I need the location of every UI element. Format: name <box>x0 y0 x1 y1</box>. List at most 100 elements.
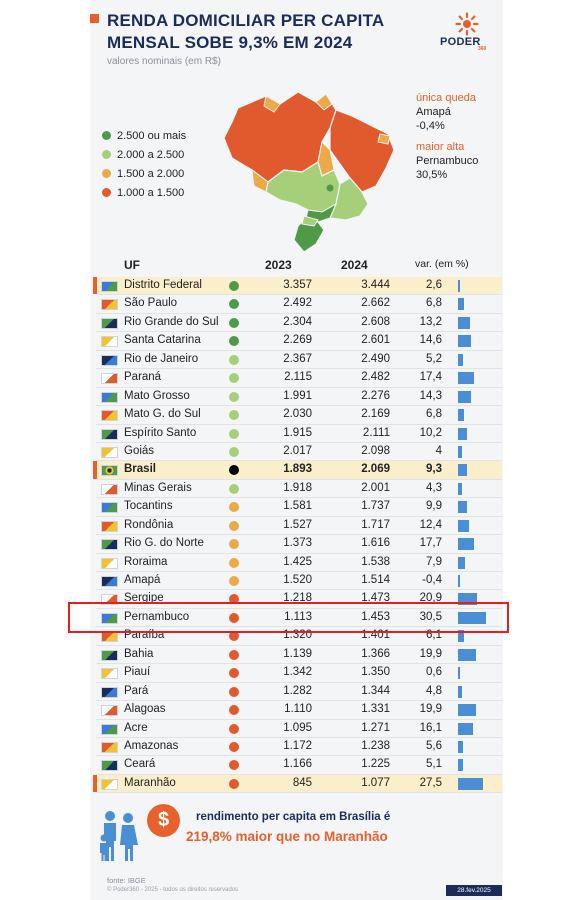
cell-var: 5,1 <box>426 758 442 771</box>
legend-dot <box>102 188 111 197</box>
table-row: Rio Grande do Sul 2.304 2.608 13,2 <box>96 314 502 333</box>
group-dot <box>229 539 239 550</box>
state-flag-icon <box>101 778 118 790</box>
cell-2023: 1.581 <box>283 500 312 513</box>
title-accent <box>90 14 99 23</box>
cell-var: 2,6 <box>426 279 442 291</box>
group-dot <box>229 668 239 679</box>
table-row: Paraná 2.115 2.482 17,4 <box>96 369 502 388</box>
logo-text: PODER <box>440 36 481 48</box>
cell-uf: Brasil <box>124 463 156 476</box>
table-row: Piauí 1.342 1.350 0,6 <box>96 664 502 683</box>
var-bar <box>458 685 463 698</box>
state-flag-icon <box>101 741 118 753</box>
cell-uf: Amapá <box>124 574 161 586</box>
group-dot <box>229 576 239 586</box>
note-alta-state: Pernambuco <box>416 155 479 167</box>
cell-2023: 1.893 <box>283 463 312 476</box>
legend-dot <box>102 169 111 178</box>
state-flag-icon <box>101 576 118 587</box>
page-title: RENDA DOMICILIAR PER CAPITA MENSAL SOBE … <box>107 11 384 52</box>
cell-2023: 2.030 <box>283 408 312 421</box>
var-bar <box>458 777 484 790</box>
cell-2023: 1.342 <box>283 666 312 679</box>
family-icon <box>100 811 138 861</box>
cell-2024: 1.225 <box>361 758 390 771</box>
poder360-logo: PODER 360 <box>438 12 496 58</box>
cell-2023: 1.915 <box>283 426 312 439</box>
table-row: Amazonas 1.172 1.238 5,6 <box>96 738 502 757</box>
col-header-uf: UF <box>124 258 140 272</box>
var-bar <box>458 390 472 403</box>
group-dot <box>229 373 239 384</box>
date-badge: 28.fev.2025 <box>446 885 502 896</box>
cell-uf: Distrito Federal <box>124 279 202 291</box>
table-row: Mato Grosso 1.991 2.276 14,3 <box>96 388 502 407</box>
map-region-amapa <box>315 93 333 111</box>
legend-item: 1.500 a 2.000 <box>102 164 186 183</box>
state-flag-icon <box>101 649 118 661</box>
sun-logo-icon <box>455 12 479 36</box>
table-row: Tocantins 1.581 1.737 9,9 <box>96 498 502 517</box>
legend-label: 2.500 ou mais <box>117 129 187 142</box>
var-bar <box>458 704 477 717</box>
cell-uf: Rio G. do Norte <box>124 537 204 550</box>
cell-2024: 1.473 <box>361 592 390 605</box>
cell-uf: Acre <box>124 721 148 734</box>
cell-uf: Paraná <box>124 371 162 384</box>
map-region-south <box>293 217 325 253</box>
cell-uf: Ceará <box>124 758 156 771</box>
group-dot <box>229 760 239 771</box>
cell-uf: Rio de Janeiro <box>124 352 199 365</box>
table-row: Alagoas 1.110 1.331 19,9 <box>96 701 502 720</box>
state-flag-icon <box>101 483 118 495</box>
cell-uf: Espírito Santo <box>124 426 197 439</box>
var-bar <box>458 372 474 385</box>
cell-uf: Maranhão <box>124 776 176 789</box>
note-queda-label: única queda <box>416 92 476 104</box>
state-flag-icon <box>101 557 118 569</box>
state-flag-icon <box>101 668 118 680</box>
state-flag-icon <box>101 299 118 311</box>
cell-uf: São Paulo <box>124 297 178 310</box>
table-row: Goiás 2.017 2.098 4 <box>96 443 502 462</box>
map-region-northeast <box>329 109 395 193</box>
cell-2024: 2.111 <box>362 426 390 439</box>
cell-2023: 2.492 <box>283 297 312 310</box>
cell-var: 4 <box>435 444 442 457</box>
cell-var: 19,9 <box>419 703 442 716</box>
data-table: Distrito Federal 3.357 3.444 2,6 São Paulo 2.… <box>93 277 502 794</box>
state-flag-icon <box>101 391 118 403</box>
cell-2023: 1.425 <box>283 555 312 568</box>
note-queda-state: Amapá <box>416 106 451 118</box>
state-flag-icon <box>101 686 118 698</box>
var-bar <box>458 409 465 422</box>
cell-var: 27,5 <box>419 776 442 789</box>
cell-2024: 3.444 <box>361 279 390 291</box>
cell-2024: 1.453 <box>361 610 390 623</box>
group-dot <box>229 502 239 513</box>
table-row: Rondônia 1.527 1.717 12,4 <box>96 517 502 536</box>
cell-2023: 1.918 <box>283 481 312 494</box>
var-bar <box>458 648 477 661</box>
legend-label: 2.000 a 2.500 <box>117 148 185 161</box>
cell-var: 19,9 <box>419 647 442 660</box>
var-bar <box>458 353 463 366</box>
state-flag-icon <box>101 594 118 606</box>
cell-uf: Mato G. do Sul <box>124 408 201 421</box>
cell-uf: Rondônia <box>124 518 174 531</box>
cell-2024: 2.001 <box>361 481 390 494</box>
group-dot <box>229 631 239 642</box>
map-region-rn <box>377 133 391 145</box>
state-flag-icon <box>101 446 118 458</box>
note-alta-label: maior alta <box>416 141 465 153</box>
cell-2024: 1.514 <box>361 574 390 586</box>
bottom-line2: 219,8% maior que no Maranhão <box>186 829 388 844</box>
cell-2024: 1.350 <box>361 666 390 679</box>
table-row: Maranhão 845 1.077 27,5 <box>93 774 502 794</box>
table-row: Roraima 1.425 1.538 7,9 <box>96 554 502 572</box>
group-dot <box>229 336 239 347</box>
cell-2023: 1.520 <box>283 574 312 586</box>
cell-2024: 1.737 <box>361 500 390 513</box>
var-bar <box>458 667 460 680</box>
